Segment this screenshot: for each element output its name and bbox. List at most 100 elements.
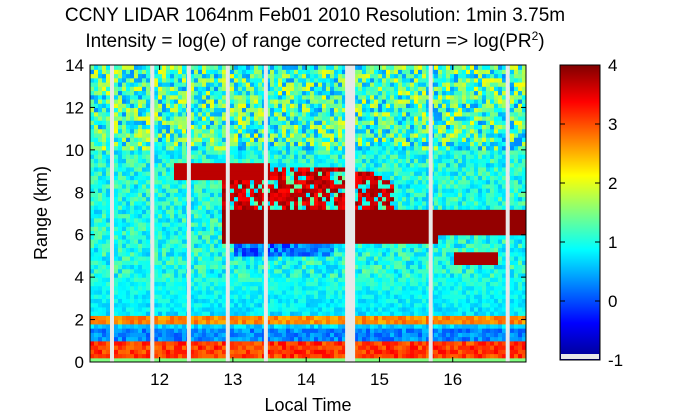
heatmap-cell xyxy=(158,179,163,185)
heatmap-cell xyxy=(174,115,179,121)
heatmap-cell xyxy=(138,132,143,138)
heatmap-cell xyxy=(190,336,195,342)
heatmap-cell xyxy=(318,115,323,121)
heatmap-cell xyxy=(118,115,123,121)
heatmap-cell xyxy=(106,332,111,338)
heatmap-cell xyxy=(322,107,327,113)
heatmap-cell xyxy=(178,311,183,316)
heatmap-cell xyxy=(278,272,283,278)
heatmap-cell xyxy=(130,238,135,244)
heatmap-cell xyxy=(130,94,135,100)
heatmap-cell xyxy=(222,289,227,295)
heatmap-cell xyxy=(114,340,119,346)
heatmap-cell xyxy=(126,353,131,359)
heatmap-cell xyxy=(298,154,303,159)
heatmap-cell xyxy=(218,353,223,359)
heatmap-cell xyxy=(142,115,147,121)
heatmap-cell xyxy=(182,230,187,236)
heatmap-cell xyxy=(146,200,151,206)
heatmap-cell xyxy=(314,65,319,70)
heatmap-cell xyxy=(354,132,359,138)
heatmap-cell xyxy=(354,188,359,193)
heatmap-cell xyxy=(194,353,199,359)
heatmap-cell xyxy=(302,353,307,359)
heatmap-cell xyxy=(278,349,283,355)
heatmap-cell xyxy=(98,111,103,117)
heatmap-cell xyxy=(130,73,135,79)
heatmap-cell xyxy=(218,213,223,219)
heatmap-cell xyxy=(146,132,151,138)
heatmap-cell xyxy=(162,107,167,113)
heatmap-cell xyxy=(114,162,119,168)
heatmap-cell xyxy=(174,162,179,168)
heatmap-cell xyxy=(146,65,151,70)
heatmap-cell xyxy=(146,281,151,287)
heatmap-cell xyxy=(238,141,243,147)
heatmap-cell xyxy=(330,357,335,362)
heatmap-cell xyxy=(170,243,175,249)
heatmap-cell xyxy=(334,294,339,299)
heatmap-cell xyxy=(90,90,95,96)
heatmap-cell xyxy=(358,196,363,202)
heatmap-cell xyxy=(166,315,171,321)
heatmap-cell xyxy=(258,94,263,100)
heatmap-cell xyxy=(162,221,167,227)
heatmap-cell xyxy=(218,272,223,278)
heatmap-cell xyxy=(370,340,375,346)
heatmap-cell xyxy=(190,302,195,308)
heatmap-cell xyxy=(330,234,335,240)
heatmap-cell xyxy=(250,196,255,202)
heatmap-cell xyxy=(122,115,127,121)
heatmap-cell xyxy=(230,205,235,210)
heatmap-cell xyxy=(270,188,275,193)
heatmap-cell xyxy=(218,209,223,215)
heatmap-cell xyxy=(298,328,303,333)
heatmap-cell xyxy=(230,238,235,244)
heatmap-cell xyxy=(298,205,303,210)
heatmap-cell xyxy=(326,145,331,151)
heatmap-cell xyxy=(166,217,171,223)
heatmap-cell xyxy=(322,158,327,164)
heatmap-cell xyxy=(234,137,239,142)
heatmap-cell xyxy=(358,298,363,304)
heatmap-cell xyxy=(306,141,311,147)
heatmap-cell xyxy=(334,251,339,257)
heatmap-cell xyxy=(214,234,219,240)
heatmap-cell xyxy=(162,332,167,338)
heatmap-cell xyxy=(94,69,99,75)
heatmap-cell xyxy=(286,349,291,355)
heatmap-cell xyxy=(146,188,151,193)
heatmap-cell xyxy=(102,230,107,236)
heatmap-cell xyxy=(218,336,223,342)
heatmap-cell xyxy=(282,213,287,219)
heatmap-cell xyxy=(206,289,211,295)
heatmap-cell xyxy=(102,323,107,329)
heatmap-cell xyxy=(270,285,275,291)
heatmap-cell xyxy=(354,158,359,164)
heatmap-cell xyxy=(118,103,123,109)
heatmap-cell xyxy=(234,166,239,172)
heatmap-cell xyxy=(114,209,119,215)
heatmap-cell xyxy=(114,137,119,142)
heatmap-cell xyxy=(170,166,175,172)
heatmap-cell xyxy=(342,120,347,125)
heatmap-cell xyxy=(354,103,359,109)
heatmap-cell xyxy=(178,200,183,206)
heatmap-cell xyxy=(374,323,379,329)
heatmap-cell xyxy=(238,192,243,198)
heatmap-cell xyxy=(250,137,255,142)
heatmap-cell xyxy=(358,145,363,151)
heatmap-cell xyxy=(278,213,283,219)
heatmap-cell xyxy=(198,158,203,164)
heatmap-cell xyxy=(274,328,279,333)
heatmap-cell xyxy=(134,264,139,270)
heatmap-cell xyxy=(334,103,339,109)
heatmap-cell xyxy=(178,132,183,138)
heatmap-cell xyxy=(362,268,367,274)
heatmap-cell xyxy=(178,98,183,104)
heatmap-cell xyxy=(154,277,159,282)
heatmap-cell xyxy=(322,217,327,223)
heatmap-cell xyxy=(106,323,111,329)
heatmap-cell xyxy=(318,158,323,164)
heatmap-cell xyxy=(298,319,303,325)
